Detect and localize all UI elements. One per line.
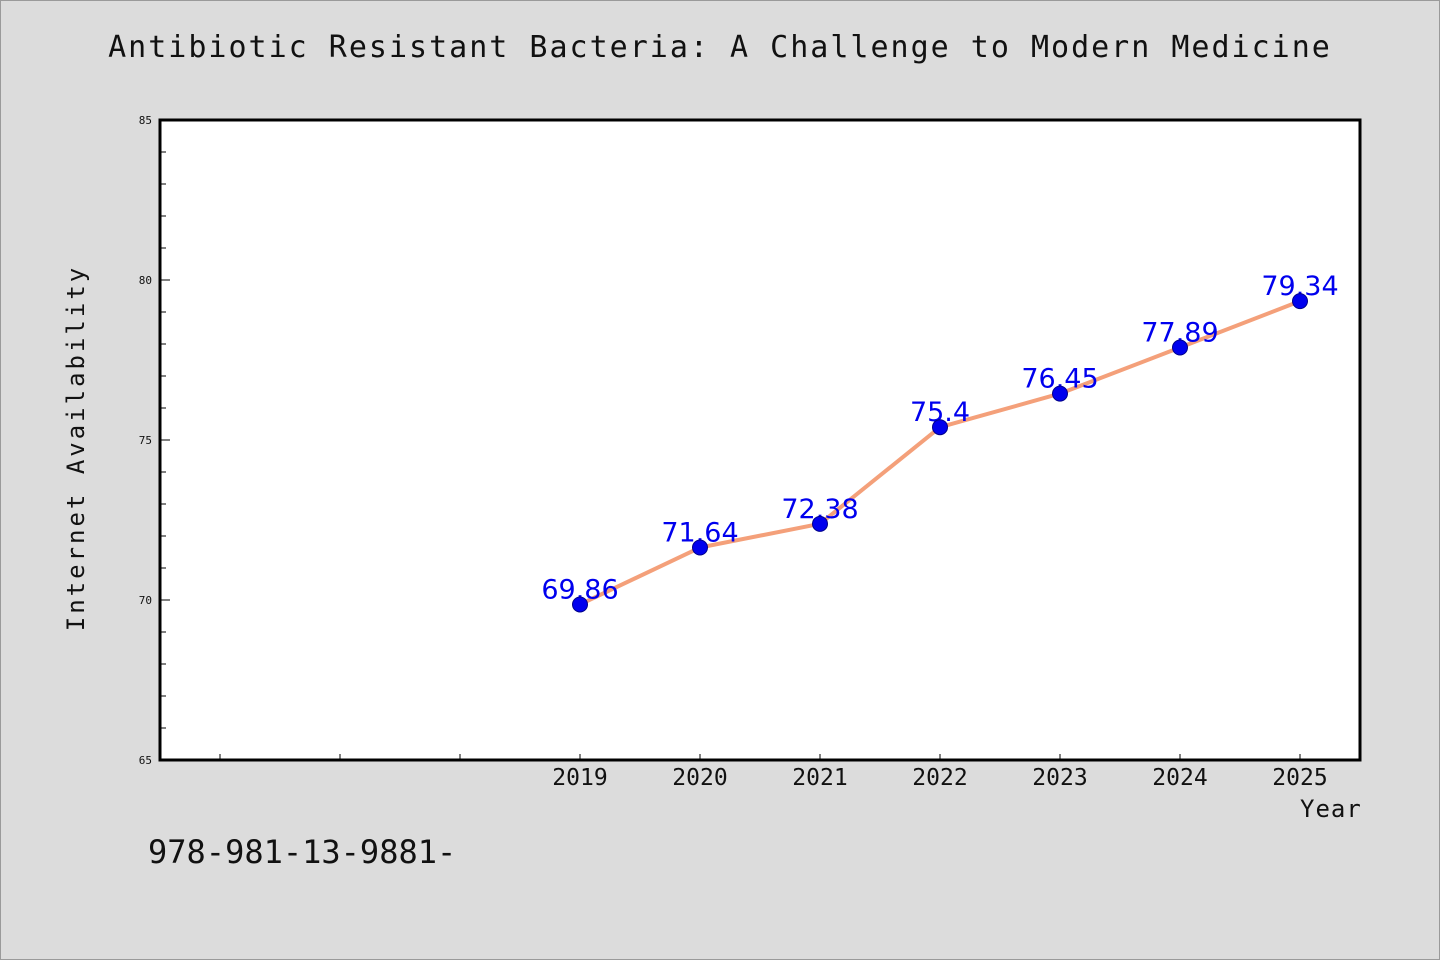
chart-title: Antibiotic Resistant Bacteria: A Challen… — [108, 30, 1332, 65]
data-point — [932, 419, 948, 436]
x-tick-label: 2020 — [672, 765, 727, 791]
data-point — [1052, 385, 1068, 402]
footer-isbn-text: 978-981-13-9881- — [148, 833, 457, 871]
x-tick-label: 2019 — [552, 765, 607, 791]
data-point — [692, 539, 708, 556]
y-tick-label: 80 — [139, 274, 152, 287]
data-point — [1292, 293, 1308, 310]
x-axis-label: Year — [1300, 795, 1362, 823]
plot-area — [158, 118, 1362, 762]
x-tick-label: 2025 — [1272, 765, 1327, 791]
y-tick-label: 65 — [139, 754, 152, 767]
data-point — [572, 596, 588, 613]
y-tick-label: 85 — [139, 114, 152, 127]
x-tick-label: 2023 — [1032, 765, 1087, 791]
x-tick-label: 2021 — [792, 765, 847, 791]
x-tick-label: 2022 — [912, 765, 967, 791]
data-point — [812, 515, 828, 532]
y-tick-label: 75 — [139, 434, 152, 447]
y-tick-label: 70 — [139, 594, 152, 607]
x-tick-label: 2024 — [1152, 765, 1207, 791]
data-point — [1172, 339, 1188, 356]
